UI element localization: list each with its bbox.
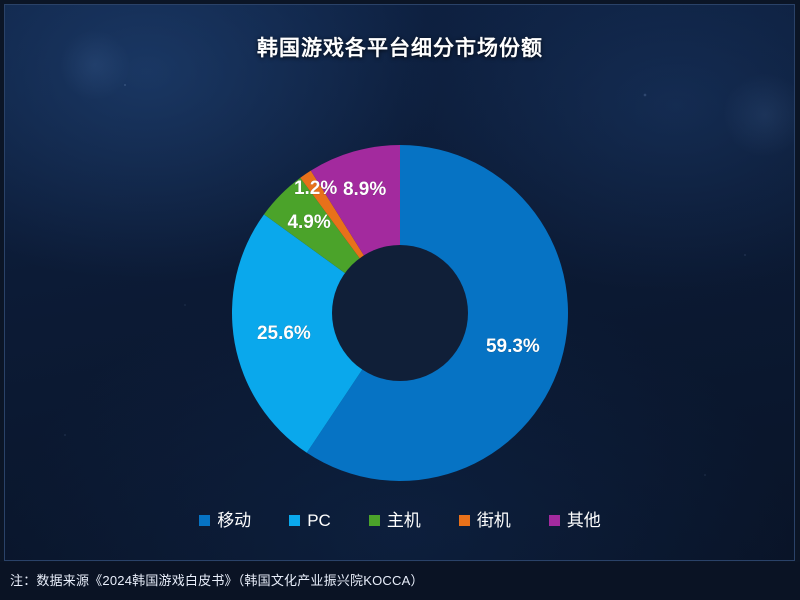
legend-item[interactable]: PC [289, 512, 331, 529]
legend-item[interactable]: 移动 [199, 512, 251, 529]
legend-item[interactable]: 主机 [368, 511, 421, 530]
donut-hole [332, 245, 468, 381]
slice-value-label: 59.3% [486, 336, 540, 357]
donut-value-labels: 59.3% 25.6% 4.9% 1.2% 8.9% [257, 178, 541, 358]
legend-item-label: 主机 [386, 511, 421, 530]
page-title: 韩国游戏各平台细分市场份额 [257, 37, 543, 60]
legend-swatch-icon [458, 515, 470, 526]
slice-value-label: 1.2% [294, 178, 337, 199]
slice-value-label: 8.9% [343, 179, 386, 200]
footer-band [0, 562, 800, 600]
legend-item-label: 其他 [566, 511, 601, 530]
donut-chart: 59.3% 25.6% 4.9% 1.2% 8.9% [215, 128, 585, 498]
legend-item-label: PC [307, 511, 331, 530]
donut-svg: 59.3% 25.6% 4.9% 1.2% 8.9% [231, 145, 568, 481]
legend-swatch-icon [199, 515, 211, 526]
source-footnote: 注：数据来源《2024韩国游戏白皮书》（韩国文化产业振兴院KOCCA） [10, 573, 424, 588]
slice-value-label: 4.9% [287, 212, 330, 233]
slice-value-label: 25.6% [257, 323, 311, 344]
donut-slice[interactable] [231, 214, 400, 453]
legend-swatch-icon [289, 515, 301, 526]
legend-swatch-icon [548, 515, 560, 526]
legend-swatch-icon [368, 515, 380, 526]
legend-item-label: 街机 [476, 511, 511, 530]
legend-item-label: 移动 [217, 511, 252, 530]
legend-item[interactable]: 街机 [458, 511, 511, 530]
chart-legend: 移动 PC 主机 街机 其他 [0, 512, 800, 529]
legend-item[interactable]: 其他 [548, 511, 601, 530]
